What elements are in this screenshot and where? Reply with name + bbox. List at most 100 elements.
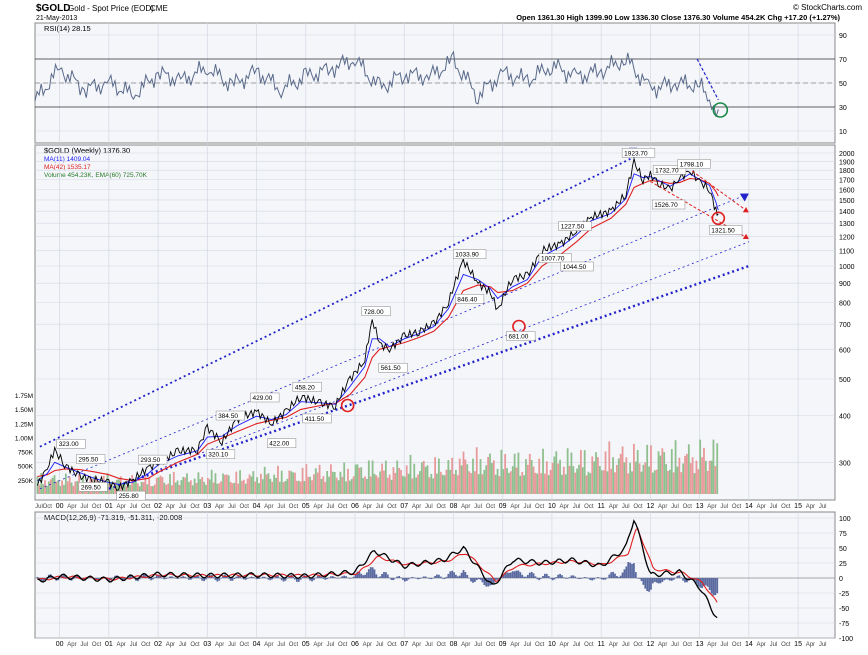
volume-y-tick-label: 1.25M	[15, 421, 33, 428]
x-tick-month-label: Apr	[510, 642, 519, 648]
macd-histogram-bar	[633, 563, 635, 578]
x-tick-month-label: Apr	[412, 642, 421, 648]
price-annotation-box	[138, 454, 168, 465]
volume-bar	[519, 475, 522, 494]
macd-histogram-bar	[269, 578, 272, 581]
x-tick-month-label: Oct	[535, 504, 545, 510]
volume-bar	[400, 469, 402, 494]
macd-histogram-bar	[676, 575, 679, 578]
projection-line-upper	[691, 170, 750, 213]
price-annotation-box	[116, 490, 146, 501]
volume-bar	[479, 459, 482, 494]
rsi-line	[34, 50, 719, 118]
volume-bar	[703, 447, 705, 494]
volume-bar	[595, 452, 597, 494]
volume-bar	[532, 466, 535, 494]
macd-histogram-bar	[354, 574, 357, 578]
macd-histogram-bar	[335, 578, 338, 579]
volume-bar	[313, 474, 315, 494]
x-tick-month-label: Apr	[756, 642, 765, 648]
volume-bar	[610, 468, 613, 494]
volume-bar	[411, 478, 414, 494]
x-tick-month-label: Jul	[720, 642, 728, 648]
volume-bar	[521, 471, 524, 494]
x-tick-month-label: Jul	[720, 504, 728, 510]
volume-bar	[419, 471, 421, 494]
x-tick-year-label: 08	[450, 641, 458, 648]
x-tick-month-label: Apr	[806, 504, 815, 510]
volume-bar	[371, 460, 374, 494]
volume-bar	[602, 470, 605, 494]
macd-histogram-bar	[331, 576, 334, 578]
volume-bar	[464, 459, 467, 494]
price-annotation-box	[78, 482, 108, 492]
x-tick-month-label: Apr	[67, 642, 76, 648]
volume-bar	[644, 462, 647, 494]
macd-histogram-bar	[479, 578, 482, 580]
macd-y-tick-label: -50	[839, 606, 849, 613]
macd-y-tick-label: 0	[839, 576, 843, 583]
macd-histogram-bar	[625, 566, 628, 578]
volume-bar	[214, 473, 217, 494]
volume-bar	[614, 472, 616, 494]
macd-histogram-bar	[661, 578, 664, 582]
price-annotation-label: 1007.70	[541, 256, 565, 263]
macd-histogram-bar	[133, 578, 135, 579]
macd-histogram-bar	[322, 578, 325, 579]
volume-bar	[172, 472, 175, 494]
volume-bar	[117, 479, 120, 494]
volume-bar	[674, 440, 677, 494]
volume-bar	[714, 466, 717, 494]
price-y-tick-label: 1200	[839, 234, 855, 241]
volume-bar	[288, 470, 291, 494]
macd-histogram-bar	[63, 574, 65, 578]
macd-histogram-bar	[551, 578, 554, 581]
macd-histogram-bar	[206, 576, 209, 578]
price-annotation-label: 422.00	[269, 441, 289, 448]
volume-bar	[203, 481, 205, 494]
volume-bar	[347, 468, 349, 494]
macd-histogram-bar	[123, 578, 126, 581]
macd-histogram-bar	[487, 578, 490, 587]
volume-bar	[593, 461, 596, 494]
volume-bar	[354, 464, 357, 494]
macd-histogram-bar	[665, 578, 668, 580]
macd-histogram-bar	[267, 578, 270, 580]
volume-bar	[578, 464, 580, 494]
x-tick-month-label: Jul	[35, 504, 43, 510]
volume-bar	[320, 478, 323, 494]
volume-bar	[47, 481, 50, 494]
macd-histogram-bar	[472, 578, 474, 583]
volume-bar	[188, 481, 190, 494]
volume-bar	[201, 476, 204, 494]
price-annotation-box	[651, 199, 686, 210]
volume-bar	[222, 473, 224, 494]
volume-bar	[629, 462, 632, 494]
volume-bar	[663, 452, 666, 494]
x-tick-month-label: Jul	[622, 504, 630, 510]
volume-bar	[57, 480, 60, 494]
macd-histogram-bar	[612, 571, 614, 578]
volume-bar	[627, 473, 630, 494]
macd-histogram-bar	[398, 576, 401, 578]
volume-bar	[38, 484, 41, 494]
x-tick-year-label: 10	[548, 503, 556, 510]
volume-bar	[388, 474, 391, 494]
macd-histogram-bar	[188, 578, 190, 580]
volume-bar	[693, 473, 696, 494]
price-annotation-box	[621, 148, 656, 158]
x-tick-year-label: 04	[253, 503, 261, 510]
price-annotation-label: 384.50	[218, 413, 238, 420]
macd-histogram-bar	[644, 578, 647, 589]
volume-bar	[562, 466, 565, 494]
macd-histogram-bar	[439, 576, 442, 578]
macd-histogram-bar	[205, 578, 207, 580]
macd-histogram-bar	[237, 575, 240, 578]
macd-histogram-bar	[460, 572, 463, 578]
macd-histogram-bar	[227, 578, 230, 579]
volume-bar	[112, 486, 115, 494]
volume-bar	[114, 482, 116, 494]
ohlc-readout: Open 1361.30 High 1399.90 Low 1336.30 Cl…	[516, 13, 840, 22]
volume-bar	[672, 472, 675, 494]
volume-bar	[589, 473, 592, 494]
